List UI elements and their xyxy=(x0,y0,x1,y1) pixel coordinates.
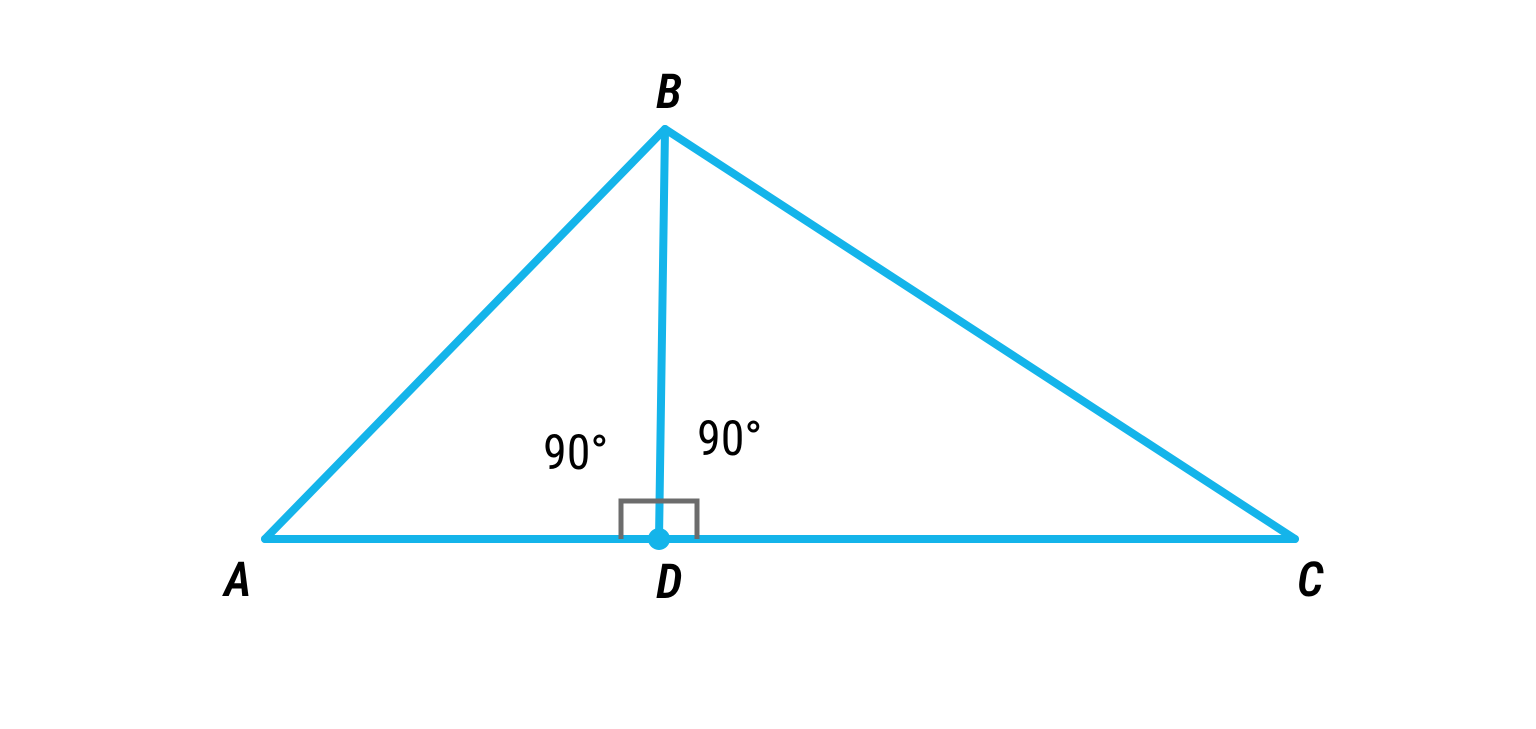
geometry-diagram: A B C D 90° 90° xyxy=(0,0,1536,729)
label-b: B xyxy=(656,63,682,120)
edge-bc xyxy=(665,129,1295,539)
edge-bd xyxy=(659,129,665,539)
label-d: D xyxy=(656,553,682,610)
label-a: A xyxy=(222,551,252,608)
label-c: C xyxy=(1297,551,1324,608)
angle-label-left: 90° xyxy=(543,424,608,481)
angle-label-right: 90° xyxy=(697,410,762,467)
point-d-dot xyxy=(648,528,670,550)
